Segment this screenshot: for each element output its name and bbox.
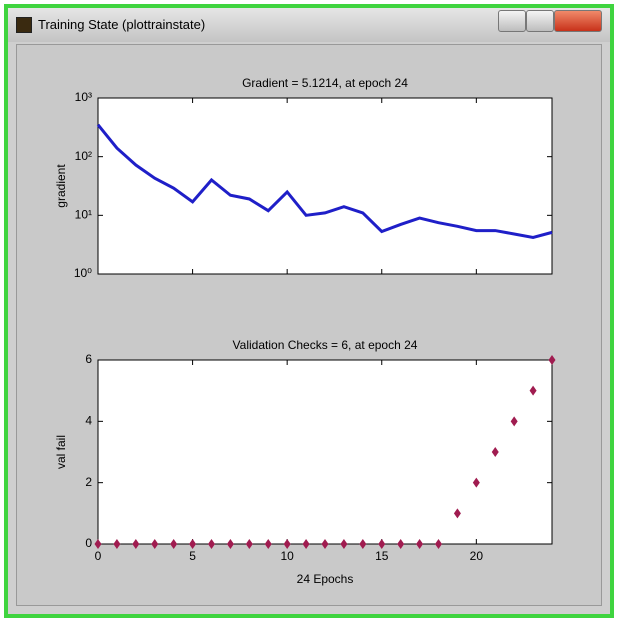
page: Training State (plottrainstate) Gradient… <box>0 0 618 621</box>
y-tick-label: 10⁰ <box>74 266 92 280</box>
y-tick-label: 2 <box>85 475 92 489</box>
y-axis-label: val fail <box>54 435 68 469</box>
y-tick-label: 10² <box>75 149 92 163</box>
y-tick-label: 10¹ <box>75 208 92 222</box>
x-tick-label: 15 <box>375 549 389 563</box>
x-tick-label: 0 <box>95 549 102 563</box>
x-tick-label: 10 <box>280 549 294 563</box>
y-axis-label: gradient <box>54 164 68 208</box>
plot-area <box>98 98 552 274</box>
x-axis-label: 24 Epochs <box>297 572 354 586</box>
chart-title: Validation Checks = 6, at epoch 24 <box>233 338 418 352</box>
x-tick-label: 5 <box>189 549 196 563</box>
y-tick-label: 6 <box>85 352 92 366</box>
y-tick-label: 4 <box>85 414 92 428</box>
x-tick-label: 20 <box>470 549 484 563</box>
chart-title: Gradient = 5.1214, at epoch 24 <box>242 76 408 90</box>
plot-area <box>98 360 552 544</box>
y-tick-label: 10³ <box>75 90 92 104</box>
y-tick-label: 0 <box>85 536 92 550</box>
charts: Gradient = 5.1214, at epoch 24 gradient 10… <box>0 0 618 621</box>
